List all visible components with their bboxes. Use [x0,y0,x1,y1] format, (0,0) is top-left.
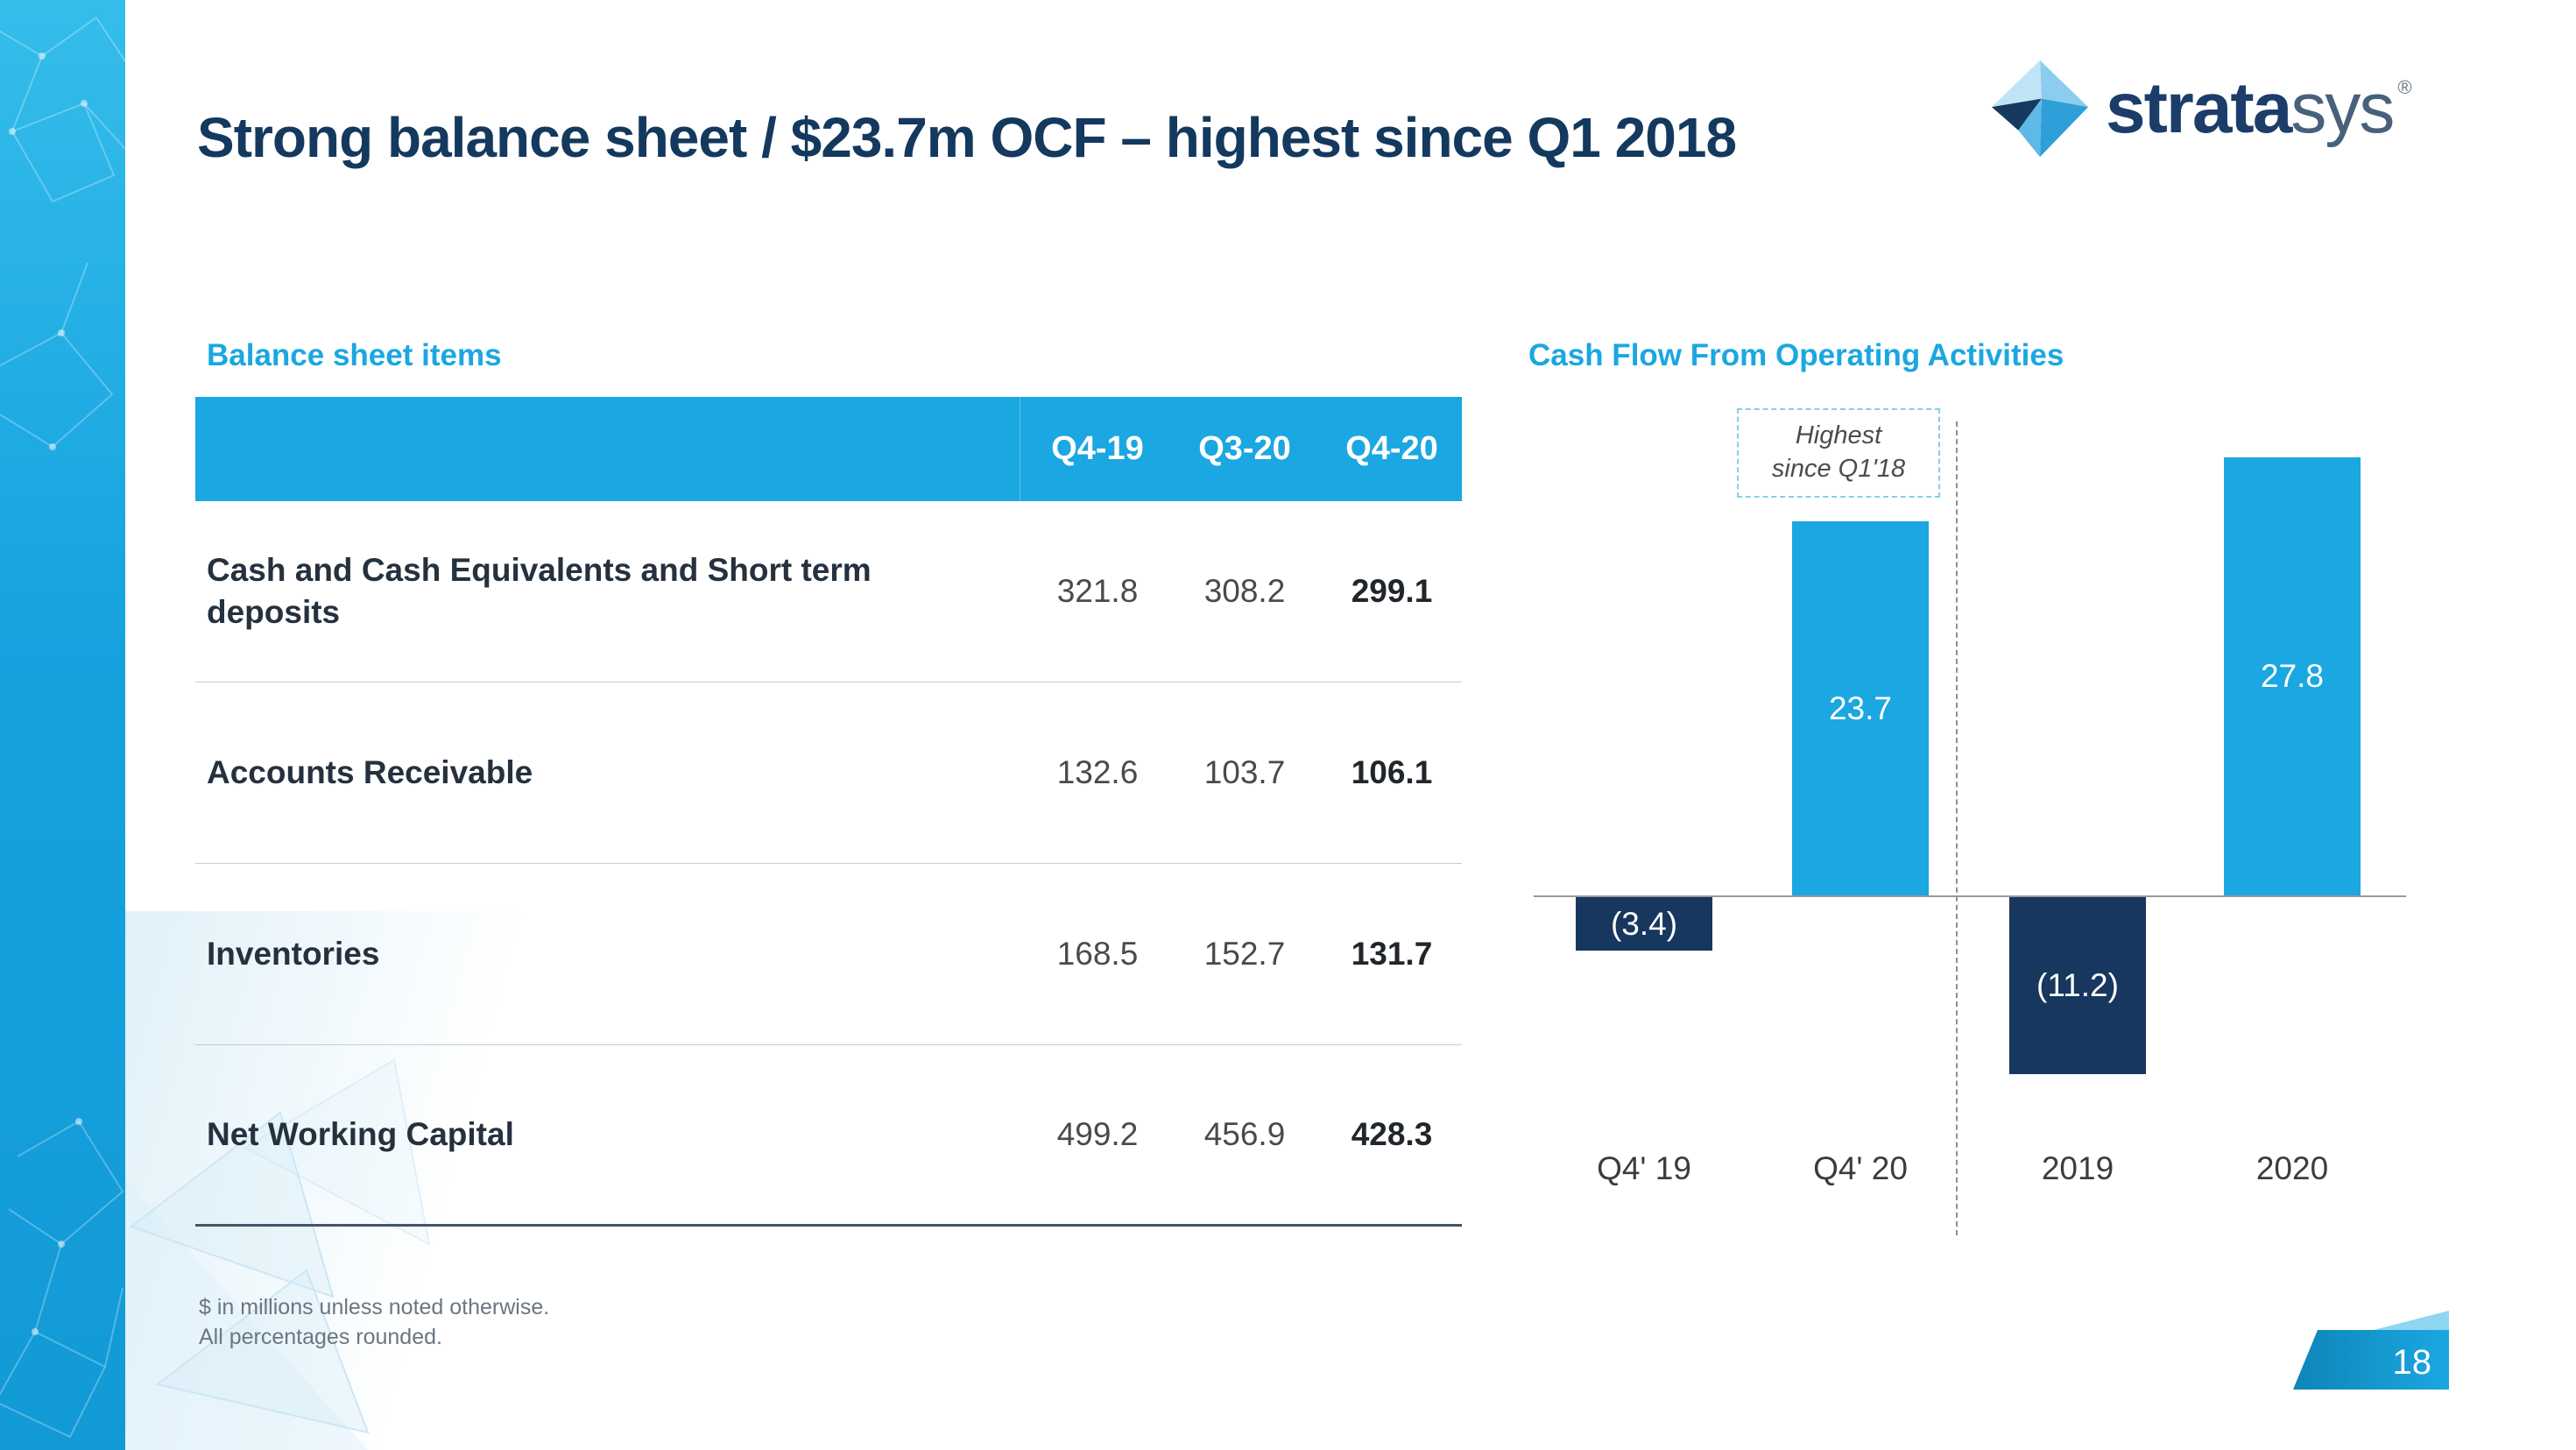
footnote: $ in millions unless noted otherwise. Al… [199,1293,549,1353]
row-label: Accounts Receivable [195,752,1020,794]
cell-value: 299.1 [1351,573,1433,609]
chart-bar-2019: (11.2) [2009,897,2146,1074]
slide-title: Strong balance sheet / $23.7m OCF – high… [197,106,1737,169]
cell-value: 428.3 [1351,1116,1433,1152]
category-label-2019: 2019 [2041,1150,2114,1186]
cell-value: 499.2 [1056,1116,1139,1152]
bar-value-label: (11.2) [2036,967,2119,1003]
cell-value: 103.7 [1203,754,1286,790]
cell-value: 168.5 [1056,936,1139,972]
cell-value: 321.8 [1056,573,1139,609]
cell-value: 132.6 [1056,754,1139,790]
cash-flow-section-label: Cash Flow From Operating Activities [1528,338,2064,372]
logo-text-strata: strata [2106,68,2292,148]
stratasys-logo-icon [1991,60,2089,158]
left-accent-strip [0,0,125,1450]
balance-sheet-section-label: Balance sheet items [207,338,502,372]
period-divider-line [1956,421,1958,1235]
row-label-text: Net Working Capital [207,1115,514,1152]
highest-callout: Highest since Q1'18 [1737,408,1940,498]
column-header-q4-19: Q4-19 [1051,430,1144,467]
cell-value: 456.9 [1203,1116,1286,1152]
chart-axis-line [1534,895,2406,897]
table-header-spacer [195,397,1020,501]
cell-value: 106.1 [1351,754,1433,790]
callout-line-1: Highest [1795,421,1882,450]
cell-value: 308.2 [1203,573,1286,609]
stratasys-logo: strata sys ® [1990,56,2412,161]
bar-value-label: 27.8 [2260,658,2324,694]
chart-bar-q4-20: 23.7 [1792,521,1929,895]
category-label-2020: 2020 [2255,1150,2329,1186]
balance-sheet-table: Q4-19 Q3-20 Q4-20 Cash and Cash Equivale… [195,397,1462,1227]
row-label: Inventories [195,933,1020,975]
table-row-accounts-receivable: Accounts Receivable 132.6 103.7 106.1 [195,683,1462,864]
logo-text-sys: sys [2290,68,2395,148]
chart-bar-q4-19: (3.4) [1576,897,1712,951]
cell-value: 152.7 [1203,936,1286,972]
category-label-q4-20: Q4' 20 [1813,1150,1908,1186]
table-header: Q4-19 Q3-20 Q4-20 [195,397,1462,501]
registered-mark: ® [2397,76,2411,98]
row-label-text: Cash and Cash Equivalents and Short term… [207,551,872,630]
row-label-text: Accounts Receivable [207,753,533,790]
footnote-line-2: All percentages rounded. [199,1324,442,1349]
chart-bar-2020: 27.8 [2224,457,2361,895]
row-label-text: Inventories [207,935,380,972]
ocf-bar-chart: Highest since Q1'18 (3.4) 23.7 (11.2) 27… [1534,403,2406,1270]
category-label-q4-19: Q4' 19 [1597,1150,1691,1186]
page-number: 18 [2393,1343,2432,1382]
cell-value: 131.7 [1351,936,1433,972]
bar-value-label: 23.7 [1828,690,1892,726]
column-header-q3-20: Q3-20 [1198,430,1291,467]
table-row-cash: Cash and Cash Equivalents and Short term… [195,501,1462,683]
table-row-inventories: Inventories 168.5 152.7 131.7 [195,864,1462,1045]
row-label: Net Working Capital [195,1114,1020,1156]
bar-value-label: (3.4) [1610,905,1678,942]
footnote-line-1: $ in millions unless noted otherwise. [199,1295,550,1319]
callout-line-2: since Q1'18 [1771,455,1906,483]
column-header-q4-20: Q4-20 [1345,430,1438,467]
table-row-net-working-capital: Net Working Capital 499.2 456.9 428.3 [195,1045,1462,1227]
stratasys-wordmark: strata sys ® [2106,68,2412,148]
page-number-flag: 18 [2293,1311,2449,1390]
row-label: Cash and Cash Equivalents and Short term… [195,549,1020,633]
